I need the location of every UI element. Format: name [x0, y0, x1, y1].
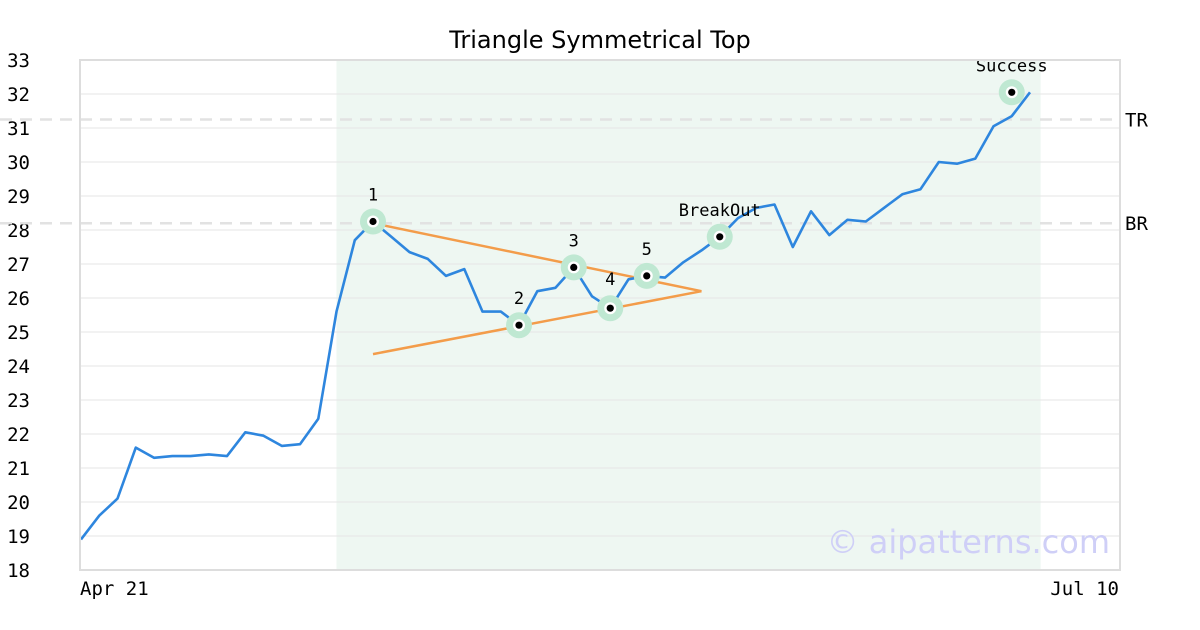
- y-tick-label: 27: [7, 254, 30, 276]
- trend-line: [372, 289, 702, 356]
- pattern-point-label: 3: [569, 231, 579, 251]
- reference-label: BR: [1125, 213, 1148, 235]
- plot-frame: [79, 59, 1121, 571]
- y-tick-label: 23: [7, 390, 30, 412]
- chart-title: Triangle Symmetrical Top: [448, 26, 751, 54]
- pattern-point: Success: [976, 56, 1048, 106]
- y-tick-label: 19: [7, 526, 30, 548]
- reference-lines: TR BR: [0, 110, 1148, 235]
- y-tick-label: 29: [7, 186, 30, 208]
- pattern-point-label: Success: [976, 56, 1048, 76]
- y-tick-label: 28: [7, 220, 30, 242]
- y-axis-ticks: 18 19 20 21 22 23 24 25 26 27 28 29 30 31 32 33: [7, 50, 30, 582]
- pattern-point-dot: [369, 217, 377, 226]
- y-tick-label: 31: [7, 118, 30, 140]
- pattern-point: 4: [597, 270, 624, 322]
- y-tick-label: 21: [7, 458, 30, 480]
- pattern-point-label: 5: [642, 240, 652, 260]
- pattern-point: BreakOut: [679, 201, 761, 250]
- x-start-label: Apr 21: [80, 578, 149, 600]
- y-tick-label: 30: [7, 152, 30, 174]
- price-series-line: [79, 91, 1032, 541]
- x-end-label: Jul 10: [1050, 578, 1119, 600]
- reference-label: TR: [1125, 110, 1148, 132]
- y-tick-label: 18: [7, 560, 30, 582]
- watermark: © aipatterns.com: [827, 523, 1110, 561]
- pattern-point-dot: [643, 272, 651, 280]
- pattern-point-dot: [570, 263, 578, 271]
- y-tick-label: 20: [7, 492, 30, 514]
- pattern-point-label: 1: [368, 186, 378, 206]
- y-tick-label: 24: [7, 356, 30, 378]
- pattern-point-dot: [606, 304, 614, 312]
- y-tick-label: 32: [7, 84, 30, 106]
- pattern-highlight-band: [336, 60, 1041, 570]
- pattern-point-dot: [1008, 88, 1016, 96]
- y-tick-label: 22: [7, 424, 30, 446]
- pattern-point: 3: [560, 231, 587, 281]
- pattern-point-label: 2: [514, 289, 524, 309]
- pattern-point-label: 4: [605, 270, 615, 290]
- pattern-point-dot: [716, 233, 724, 241]
- pattern-point: 5: [633, 240, 660, 289]
- y-tick-label: 26: [7, 288, 30, 310]
- y-tick-label: 25: [7, 322, 30, 344]
- pattern-point: 2: [506, 289, 532, 339]
- pattern-points: 1 2 3 4 5 BreakOut Success: [360, 56, 1048, 339]
- pattern-point-dot: [515, 321, 523, 329]
- grid-lines: [81, 59, 1120, 571]
- pattern-point: 1: [360, 186, 386, 235]
- pattern-point-label: BreakOut: [679, 201, 761, 221]
- y-tick-label: 33: [7, 50, 30, 72]
